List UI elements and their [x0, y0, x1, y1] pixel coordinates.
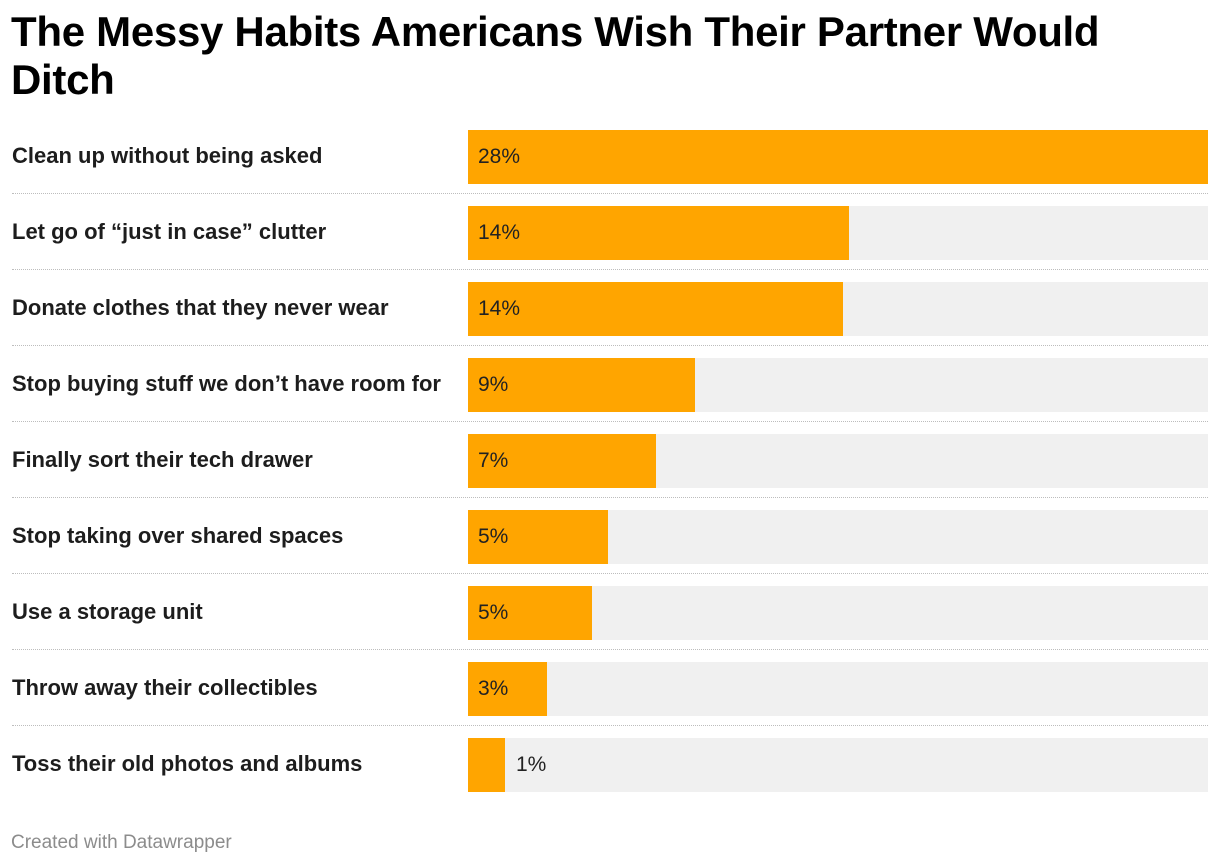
category-label: Let go of “just in case” clutter: [12, 219, 327, 244]
value-label: 14%: [478, 297, 521, 320]
bar-chart: Clean up without being asked 28% Let go of…: [0, 128, 1220, 798]
category-label: Toss their old photos and albums: [12, 751, 363, 776]
bar-track: 1%: [468, 738, 1208, 792]
bar-row: Throw away their collectibles 3%: [0, 660, 1220, 736]
row-separator: [12, 421, 1208, 422]
value-label: 1%: [516, 753, 547, 776]
footer-credit: Created with Datawrapper: [11, 832, 232, 853]
bar-track: 5%: [468, 586, 1208, 640]
value-label: 14%: [478, 221, 521, 244]
bar-track: 28%: [468, 130, 1208, 184]
value-label: 7%: [478, 449, 509, 472]
bar-row: Toss their old photos and albums 1%: [0, 736, 1220, 812]
value-label: 28%: [478, 145, 521, 168]
bar: [468, 130, 1208, 184]
bar-track: 3%: [468, 662, 1208, 716]
bar: [468, 358, 695, 412]
bar: [468, 282, 843, 336]
category-label: Stop buying stuff we don’t have room for: [12, 371, 441, 396]
bar-row: Stop taking over shared spaces 5%: [0, 508, 1220, 584]
bar: [468, 662, 547, 716]
bar-track: 7%: [468, 434, 1208, 488]
category-label: Use a storage unit: [12, 599, 203, 624]
row-separator: [12, 725, 1208, 726]
bar: [468, 434, 656, 488]
row-separator: [12, 497, 1208, 498]
category-label: Clean up without being asked: [12, 143, 323, 168]
bar: [468, 510, 608, 564]
bar-row: Use a storage unit 5%: [0, 584, 1220, 660]
bar-row: Stop buying stuff we don’t have room for…: [0, 356, 1220, 432]
bar: [468, 206, 849, 260]
value-label: 9%: [478, 373, 509, 396]
bar-row: Finally sort their tech drawer 7%: [0, 432, 1220, 508]
bar-track: 14%: [468, 206, 1208, 260]
value-label: 3%: [478, 677, 509, 700]
value-label: 5%: [478, 601, 509, 624]
bar-track: 9%: [468, 358, 1208, 412]
bar-row: Let go of “just in case” clutter 14%: [0, 204, 1220, 280]
chart-title: The Messy Habits Americans Wish Their Pa…: [11, 8, 1100, 103]
bar: [468, 738, 505, 792]
bar: [468, 586, 592, 640]
category-label: Finally sort their tech drawer: [12, 447, 313, 472]
row-separator: [12, 649, 1208, 650]
row-separator: [12, 269, 1208, 270]
bar-row: Clean up without being asked 28%: [0, 128, 1220, 204]
bar-track: 14%: [468, 282, 1208, 336]
row-separator: [12, 193, 1208, 194]
category-label: Throw away their collectibles: [12, 675, 318, 700]
category-label: Stop taking over shared spaces: [12, 523, 344, 548]
value-label: 5%: [478, 525, 509, 548]
bar-track: 5%: [468, 510, 1208, 564]
bar-row: Donate clothes that they never wear 14%: [0, 280, 1220, 356]
row-separator: [12, 573, 1208, 574]
row-separator: [12, 345, 1208, 346]
category-label: Donate clothes that they never wear: [12, 295, 389, 320]
